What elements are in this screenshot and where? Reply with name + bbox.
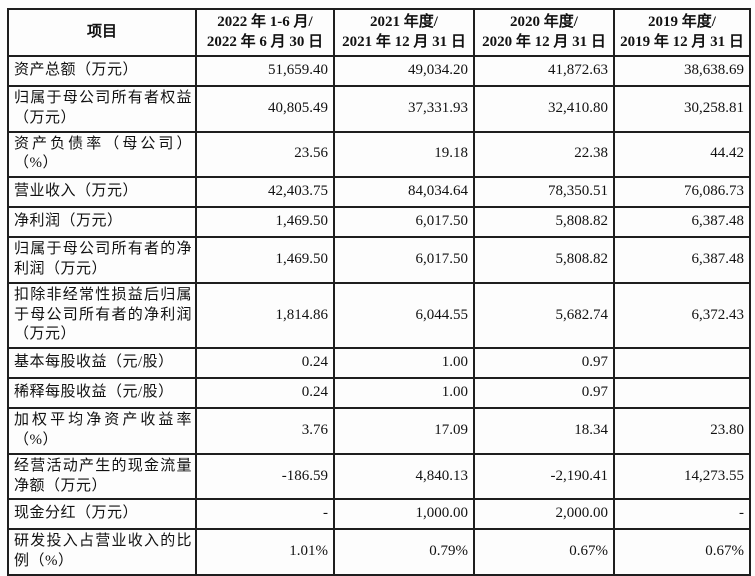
cell-value: 6,387.48 bbox=[613, 236, 751, 284]
cell-value: 23.56 bbox=[195, 130, 335, 179]
row-label: 稀释每股收益（元/股） bbox=[7, 377, 197, 410]
row-label: 研发投入占营业收入的比例（%） bbox=[7, 528, 197, 576]
cell-value: 49,034.20 bbox=[333, 55, 475, 87]
row-label: 归属于母公司所有者权益（万元） bbox=[7, 85, 197, 133]
cell-value: 6,387.48 bbox=[613, 206, 751, 239]
period-line2: 2022 年 6 月 30 日 bbox=[206, 33, 324, 50]
cell-value: 5,808.82 bbox=[473, 236, 615, 284]
cell-value: 23.80 bbox=[613, 407, 751, 455]
column-header-2021: 2021 年度/ 2021 年 12 月 31 日 bbox=[333, 8, 475, 57]
cell-value: 42,403.75 bbox=[195, 176, 335, 209]
period-line2: 2019 年 12 月 31 日 bbox=[620, 33, 744, 50]
column-header-2019: 2019 年度/ 2019 年 12 月 31 日 bbox=[613, 8, 751, 57]
column-header-2020: 2020 年度/ 2020 年 12 月 31 日 bbox=[473, 8, 615, 57]
table-row-operating-cash-flow: 经营活动产生的现金流量净额（万元） -186.59 4,840.13 -2,19… bbox=[7, 452, 751, 501]
cell-value: 38,638.69 bbox=[613, 55, 751, 87]
cell-value: 4,840.13 bbox=[333, 452, 475, 501]
cell-value: 78,350.51 bbox=[473, 176, 615, 209]
cell-value: 6,017.50 bbox=[333, 206, 475, 239]
cell-value: 0.97 bbox=[473, 377, 615, 410]
cell-value: 1.00 bbox=[333, 377, 475, 410]
cell-value: 32,410.80 bbox=[473, 85, 615, 133]
cell-value: 1,469.50 bbox=[195, 236, 335, 284]
cell-value: 37,331.93 bbox=[333, 85, 475, 133]
cell-value: 41,872.63 bbox=[473, 55, 615, 87]
cell-value: -2,190.41 bbox=[473, 452, 615, 501]
cell-value: - bbox=[613, 498, 751, 531]
cell-value: 3.76 bbox=[195, 407, 335, 455]
row-label: 经营活动产生的现金流量净额（万元） bbox=[7, 452, 197, 501]
cell-value: 17.09 bbox=[333, 407, 475, 455]
cell-value: 0.67% bbox=[613, 528, 751, 576]
cell-value: 0.24 bbox=[195, 347, 335, 380]
financial-summary-table: 项目 2022 年 1-6 月/ 2022 年 6 月 30 日 2021 年度… bbox=[7, 8, 751, 576]
column-header-2022: 2022 年 1-6 月/ 2022 年 6 月 30 日 bbox=[195, 8, 335, 57]
row-label: 现金分红（万元） bbox=[7, 498, 197, 531]
cell-value: -186.59 bbox=[195, 452, 335, 501]
cell-value: 19.18 bbox=[333, 130, 475, 179]
cell-value: 40,805.49 bbox=[195, 85, 335, 133]
row-label: 基本每股收益（元/股） bbox=[7, 347, 197, 380]
period-line1: 2020 年度/ bbox=[510, 13, 578, 30]
column-header-item: 项目 bbox=[7, 8, 197, 57]
row-label: 加权平均净资产收益率（%） bbox=[7, 407, 197, 455]
cell-value: 6,372.43 bbox=[613, 281, 751, 350]
cell-value bbox=[613, 377, 751, 410]
period-line1: 2019 年度/ bbox=[648, 13, 716, 30]
cell-value: 2,000.00 bbox=[473, 498, 615, 531]
cell-value: - bbox=[195, 498, 335, 531]
cell-value: 0.24 bbox=[195, 377, 335, 410]
cell-value: 0.97 bbox=[473, 347, 615, 380]
cell-value: 14,273.55 bbox=[613, 452, 751, 501]
cell-value: 5,808.82 bbox=[473, 206, 615, 239]
table-row-diluted-eps: 稀释每股收益（元/股） 0.24 1.00 0.97 bbox=[7, 377, 751, 410]
cell-value: 76,086.73 bbox=[613, 176, 751, 209]
cell-value: 0.67% bbox=[473, 528, 615, 576]
cell-value: 51,659.40 bbox=[195, 55, 335, 87]
table-row-weighted-roe: 加权平均净资产收益率（%） 3.76 17.09 18.34 23.80 bbox=[7, 407, 751, 455]
cell-value: 30,258.81 bbox=[613, 85, 751, 133]
table-row-total-assets: 资产总额（万元） 51,659.40 49,034.20 41,872.63 3… bbox=[7, 55, 751, 87]
cell-value: 22.38 bbox=[473, 130, 615, 179]
row-label: 资产总额（万元） bbox=[7, 55, 197, 87]
table-row-basic-eps: 基本每股收益（元/股） 0.24 1.00 0.97 bbox=[7, 347, 751, 380]
period-line1: 2021 年度/ bbox=[370, 13, 438, 30]
row-label: 扣除非经常性损益后归属于母公司所有者的净利润（万元） bbox=[7, 281, 197, 350]
table-row-debt-ratio: 资产负债率（母公司）（%） 23.56 19.18 22.38 44.42 bbox=[7, 130, 751, 179]
table-row-cash-dividend: 现金分红（万元） - 1,000.00 2,000.00 - bbox=[7, 498, 751, 531]
cell-value bbox=[613, 347, 751, 380]
table-row-deducted-net-profit: 扣除非经常性损益后归属于母公司所有者的净利润（万元） 1,814.86 6,04… bbox=[7, 281, 751, 350]
cell-value: 1,000.00 bbox=[333, 498, 475, 531]
period-line2: 2020 年 12 月 31 日 bbox=[482, 33, 606, 50]
cell-value: 1.01% bbox=[195, 528, 335, 576]
row-label: 资产负债率（母公司）（%） bbox=[7, 130, 197, 179]
table-header-row: 项目 2022 年 1-6 月/ 2022 年 6 月 30 日 2021 年度… bbox=[7, 8, 751, 57]
row-label: 营业收入（万元） bbox=[7, 176, 197, 209]
period-line1: 2022 年 1-6 月/ bbox=[217, 13, 313, 30]
table-row-revenue: 营业收入（万元） 42,403.75 84,034.64 78,350.51 7… bbox=[7, 176, 751, 209]
row-label: 归属于母公司所有者的净利润（万元） bbox=[7, 236, 197, 284]
cell-value: 84,034.64 bbox=[333, 176, 475, 209]
cell-value: 0.79% bbox=[333, 528, 475, 576]
cell-value: 18.34 bbox=[473, 407, 615, 455]
cell-value: 6,044.55 bbox=[333, 281, 475, 350]
cell-value: 1,469.50 bbox=[195, 206, 335, 239]
table-row-parent-net-profit: 归属于母公司所有者的净利润（万元） 1,469.50 6,017.50 5,80… bbox=[7, 236, 751, 284]
cell-value: 1.00 bbox=[333, 347, 475, 380]
cell-value: 44.42 bbox=[613, 130, 751, 179]
period-line2: 2021 年 12 月 31 日 bbox=[342, 33, 466, 50]
cell-value: 6,017.50 bbox=[333, 236, 475, 284]
table-row-parent-equity: 归属于母公司所有者权益（万元） 40,805.49 37,331.93 32,4… bbox=[7, 85, 751, 133]
row-label: 净利润（万元） bbox=[7, 206, 197, 239]
table-row-rd-ratio: 研发投入占营业收入的比例（%） 1.01% 0.79% 0.67% 0.67% bbox=[7, 528, 751, 576]
cell-value: 5,682.74 bbox=[473, 281, 615, 350]
table-row-net-profit: 净利润（万元） 1,469.50 6,017.50 5,808.82 6,387… bbox=[7, 206, 751, 239]
cell-value: 1,814.86 bbox=[195, 281, 335, 350]
